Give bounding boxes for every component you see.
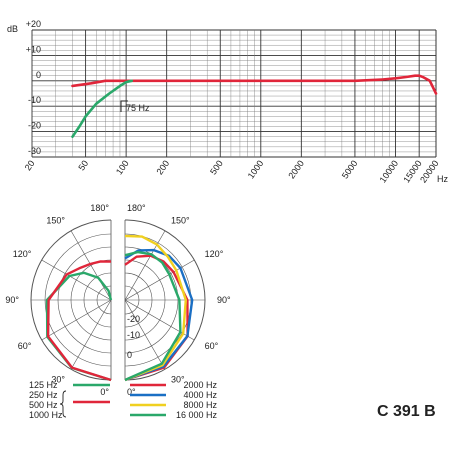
polar-spoke [124,259,195,301]
polar-angle-label: 120° [13,249,32,259]
polar-angle-label: 0° [100,387,109,397]
series-line [71,74,438,95]
x-tick-label: 5000 [340,158,360,180]
y-tick-label: -10 [28,95,41,105]
legend-label: 16 000 Hz [176,410,218,420]
y-tick-label: 0 [36,70,41,80]
polar-radial-label: 0 [127,350,132,360]
polar-angle-label: 90° [217,295,231,305]
polar-spoke [41,299,112,341]
polar-angle-label: 0° [127,387,136,397]
polar-angle-label: 150° [46,215,65,225]
y-tick-labels: +20 +10 0 -10 -20 -30 [26,19,41,156]
cutoff-annotation-label: 75 Hz [126,103,150,113]
frequency-grid [31,29,437,158]
series-line [71,79,133,138]
legend-label: 250 Hz [29,390,58,400]
x-tick-label: 2000 [286,158,306,180]
y-unit-label: dB [7,24,18,34]
polar-spoke [124,299,166,370]
polar-angle-labels: 180° 150° 120° 90° 60° 30° 0° 180° 150° 120° 90° 60… [5,203,231,397]
x-tick-label: 100 [114,158,131,176]
frequency-series [71,74,438,138]
polar-radial-label: -20 [127,314,140,324]
polar-spoke [70,299,112,370]
x-tick-label: 10000 [378,158,401,184]
x-tick-label: 1000 [246,158,266,180]
polar-angle-label: 90° [5,295,19,305]
polar-curve [124,250,182,382]
polar-angle-label: 60° [18,341,32,351]
x-tick-label: 200 [154,158,171,176]
polar-angle-label: 150° [171,215,190,225]
polar-angle-label: 30° [171,375,185,385]
y-tick-label: -20 [28,121,41,131]
model-title: C 391 B [377,403,436,420]
polar-curve [124,248,194,382]
polar-angle-label: 60° [205,341,219,351]
legend-label: 125 Hz [29,380,58,390]
legend-label: 1000 Hz [29,410,63,420]
polar-right [124,219,206,382]
x-unit-label: Hz [437,174,448,184]
polar-angle-label: 180° [127,203,146,213]
polar-radial-labels: -20 -10 0 [127,314,140,360]
x-tick-label: 500 [208,158,225,176]
polar-angle-label: 120° [205,249,224,259]
legend-label: 4000 Hz [183,390,217,400]
polar-radial-label: -10 [127,330,140,340]
legend-brace [59,390,67,418]
polar-curve [124,234,188,382]
x-tick-label: 20 [23,158,37,172]
polar-angle-label: 30° [51,375,65,385]
polar-curve [46,260,112,382]
polar-spoke [70,230,112,301]
y-tick-label: -30 [28,146,41,156]
cutoff-annotation: 75 Hz [120,100,150,113]
legend-label: 8000 Hz [183,400,217,410]
y-tick-label: +20 [26,19,41,29]
polar-spoke [124,230,166,301]
polar-left [30,219,113,382]
legend-label: 2000 Hz [183,380,217,390]
legend-label: 500 Hz [29,400,58,410]
polar-angle-label: 180° [90,203,109,213]
polar-spoke [41,259,112,301]
x-tick-label: 50 [76,158,90,172]
y-tick-label: +10 [26,44,41,54]
